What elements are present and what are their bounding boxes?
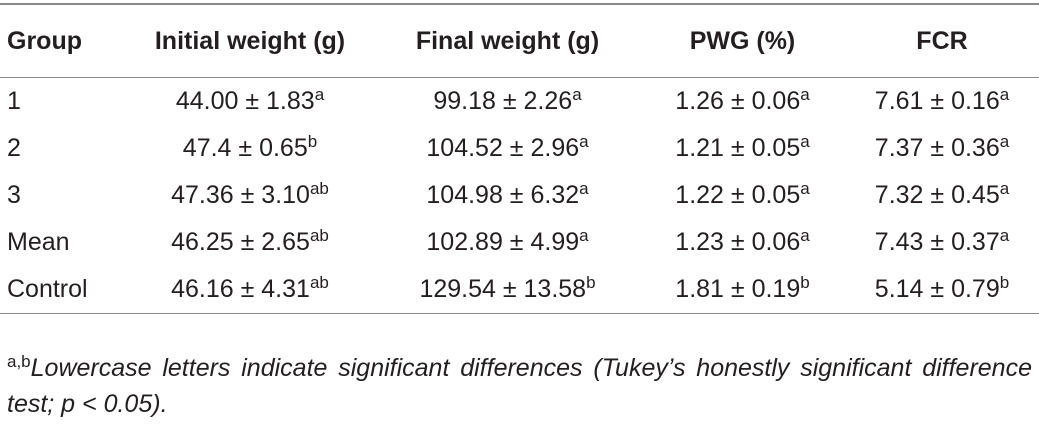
cell-value: 47.4 ± 0.65 xyxy=(182,134,308,162)
table-cell: Mean xyxy=(7,228,70,256)
header-cell: Final weight (g) xyxy=(375,4,640,78)
cell-superscript: a xyxy=(579,132,589,151)
cell-value: 102.89 ± 4.99 xyxy=(426,228,580,256)
table-cell: 129.54 ± 13.58b xyxy=(375,266,640,314)
table-cell: 1.26 ± 0.06a xyxy=(640,78,845,126)
cell-superscript: ab xyxy=(309,226,329,245)
cell-superscript: ab xyxy=(309,273,329,292)
cell-value: 104.52 ± 2.96 xyxy=(426,134,580,162)
cell-value: 46.25 ± 2.65 xyxy=(171,228,310,256)
cell-value: 1.22 ± 0.05 xyxy=(675,181,801,209)
table-cell: 47.36 ± 3.10ab xyxy=(125,172,375,219)
cell-value: 44.00 ± 1.83 xyxy=(175,87,315,115)
cell-superscript: b xyxy=(586,273,596,292)
header-cell: Group xyxy=(0,4,125,78)
header-cell: PWG (%) xyxy=(640,4,845,78)
table-row: 3 47.36 ± 3.10ab 104.98 ± 6.32a 1.22 ± 0.05… xyxy=(0,172,1039,219)
cell-superscript: b xyxy=(800,273,810,292)
table-body: 1 44.00 ± 1.83a 99.18 ± 2.26a 1.26 ± 0.06a 7… xyxy=(0,78,1039,314)
cell-value: 7.37 ± 0.36 xyxy=(874,134,1000,162)
cell-superscript: a xyxy=(579,179,589,198)
cell-superscript: a xyxy=(999,226,1010,245)
cell-superscript: a xyxy=(999,85,1010,104)
cell-value: 5.14 ± 0.79 xyxy=(874,275,1000,303)
cell-superscript: a xyxy=(800,132,810,151)
table-cell: 1.23 ± 0.06a xyxy=(640,219,845,266)
header-cell: FCR xyxy=(845,4,1039,78)
footnote-marker: a,b xyxy=(7,352,31,371)
table-row: Mean 46.25 ± 2.65ab 102.89 ± 4.99a 1.23 ± 0… xyxy=(0,219,1039,266)
cell-value: 7.32 ± 0.45 xyxy=(874,181,1000,209)
table-cell: 7.61 ± 0.16a xyxy=(845,78,1039,126)
table-row: 1 44.00 ± 1.83a 99.18 ± 2.26a 1.26 ± 0.06a 7… xyxy=(0,78,1039,126)
table-cell: 3 xyxy=(7,181,21,209)
cell-value: 7.43 ± 0.37 xyxy=(874,228,1000,256)
cell-superscript: b xyxy=(999,273,1010,292)
cell-superscript: a xyxy=(800,179,810,198)
cell-value: 1.81 ± 0.19 xyxy=(675,275,801,303)
cell-superscript: a xyxy=(314,85,325,104)
table-row: 2 47.4 ± 0.65b 104.52 ± 2.96a 1.21 ± 0.05a 7… xyxy=(0,125,1039,172)
cell-superscript: a xyxy=(800,226,810,245)
table-cell: 1.22 ± 0.05a xyxy=(640,172,845,219)
table-cell: 47.4 ± 0.65b xyxy=(125,125,375,172)
table-cell: 1.21 ± 0.05a xyxy=(640,125,845,172)
table-row: Control 46.16 ± 4.31ab 129.54 ± 13.58b 1.81… xyxy=(0,266,1039,314)
header-row: Group Initial weight (g) Final weight (g) P… xyxy=(0,4,1039,78)
cell-value: 129.54 ± 13.58 xyxy=(419,275,587,303)
cell-value: 7.61 ± 0.16 xyxy=(874,87,1000,115)
cell-superscript: a xyxy=(579,226,589,245)
footnote: a,bLowercase letters indicate significan… xyxy=(7,350,1032,422)
cell-superscript: b xyxy=(307,132,318,151)
cell-value: 99.18 ± 2.26 xyxy=(433,87,573,115)
table-cell: 7.37 ± 0.36a xyxy=(845,125,1039,172)
table-cell: 7.43 ± 0.37a xyxy=(845,219,1039,266)
cell-superscript: ab xyxy=(309,179,329,198)
cell-value: 1.23 ± 0.06 xyxy=(675,228,801,256)
table-cell: 104.98 ± 6.32a xyxy=(375,172,640,219)
cell-value: 47.36 ± 3.10 xyxy=(171,181,310,209)
cell-value: 1.26 ± 0.06 xyxy=(675,87,801,115)
table-cell: 102.89 ± 4.99a xyxy=(375,219,640,266)
cell-superscript: a xyxy=(800,85,810,104)
table-cell: 1.81 ± 0.19b xyxy=(640,266,845,314)
data-table: Group Initial weight (g) Final weight (g) P… xyxy=(0,3,1039,314)
header-cell: Initial weight (g) xyxy=(125,4,375,78)
table-cell: Control xyxy=(7,275,88,303)
footnote-text: Lowercase letters indicate significant d… xyxy=(7,354,1032,418)
cell-superscript: a xyxy=(572,85,582,104)
cell-superscript: a xyxy=(999,179,1010,198)
table-cell: 7.32 ± 0.45a xyxy=(845,172,1039,219)
cell-value: 46.16 ± 4.31 xyxy=(171,275,310,303)
cell-value: 104.98 ± 6.32 xyxy=(426,181,580,209)
table-cell: 2 xyxy=(7,134,21,162)
table-cell: 99.18 ± 2.26a xyxy=(375,78,640,126)
cell-value: 1.21 ± 0.05 xyxy=(675,134,801,162)
table-cell: 5.14 ± 0.79b xyxy=(845,266,1039,314)
table-cell: 104.52 ± 2.96a xyxy=(375,125,640,172)
cell-superscript: a xyxy=(999,132,1010,151)
table-cell: 46.25 ± 2.65ab xyxy=(125,219,375,266)
table-cell: 46.16 ± 4.31ab xyxy=(125,266,375,314)
table-cell: 44.00 ± 1.83a xyxy=(125,78,375,126)
table-cell: 1 xyxy=(7,87,21,115)
